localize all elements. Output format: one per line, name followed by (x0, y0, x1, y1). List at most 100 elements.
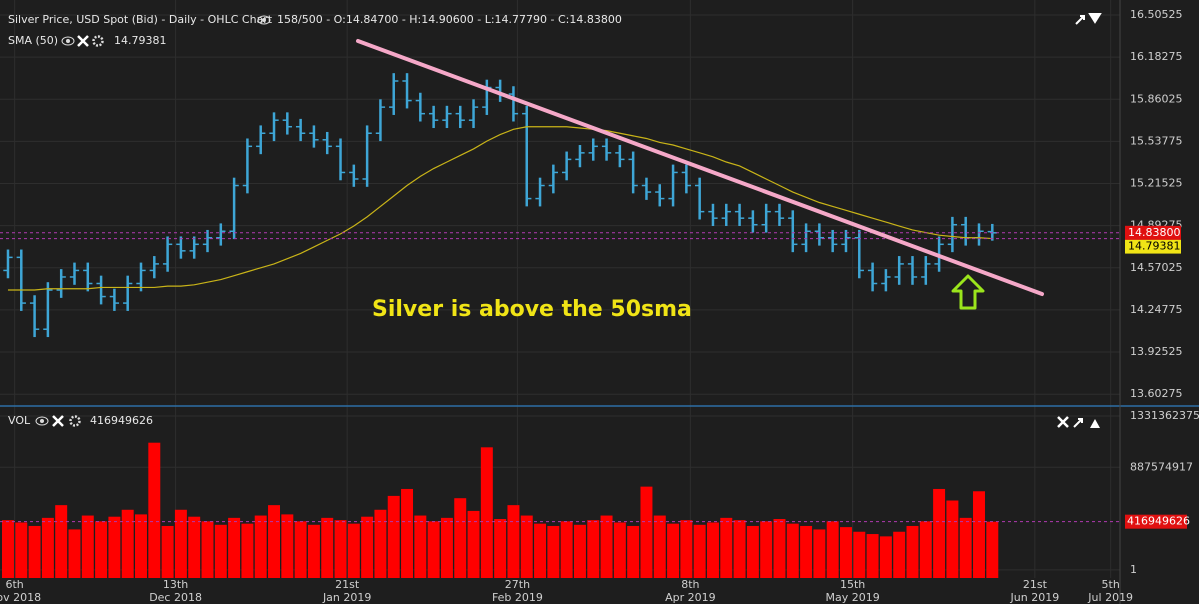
x-tick-label: 21st (1023, 578, 1048, 591)
y-tick-label: 887574917 (1130, 460, 1193, 473)
marks (0, 73, 1120, 578)
volume-bar (68, 529, 81, 578)
volume-bar (440, 517, 453, 578)
x-tick-sublabel: Jul 2019 (1087, 591, 1133, 604)
volume-bar (853, 531, 866, 578)
volume-controls[interactable] (1057, 416, 1100, 428)
volume-bar (427, 521, 440, 578)
volume-bar (387, 495, 400, 578)
indicator-icons[interactable] (61, 35, 104, 47)
volume-bar (746, 525, 759, 578)
volume-bar (374, 509, 387, 578)
x-tick-sublabel: May 2019 (826, 591, 880, 604)
x-tick-label: 8th (681, 578, 699, 591)
volume-bar (840, 527, 852, 578)
volume-bar (135, 514, 147, 578)
y-tick-label: 14.57025 (1130, 261, 1183, 274)
volume-bar (600, 515, 613, 578)
trend-line (356, 39, 1044, 296)
volume-bar (214, 524, 227, 578)
y-tick-label: 16.50525 (1130, 8, 1183, 21)
x-tick-label: 21st (335, 578, 360, 591)
indicator-name: SMA (50) (8, 34, 58, 47)
volume-bar (613, 522, 626, 578)
volume-bar (334, 520, 347, 578)
x-tick-label: 15th (840, 578, 865, 591)
indicator-value: 14.79381 (114, 34, 167, 47)
volume-name: VOL (8, 414, 31, 427)
volume-bar (108, 516, 121, 578)
volume-bar (720, 517, 733, 578)
volume-bar (653, 515, 666, 578)
x-tick-label: 13th (163, 578, 188, 591)
x-tick-sublabel: Nov 2018 (0, 591, 41, 604)
volume-bar (241, 523, 254, 578)
volume-bar (800, 525, 813, 578)
volume-bar (640, 486, 653, 578)
volume-bar (174, 509, 187, 578)
volume-bar (627, 525, 640, 578)
volume-bar (201, 521, 214, 578)
volume-bar (773, 519, 786, 578)
grid (0, 0, 1120, 578)
volume-bar (693, 524, 706, 578)
volume-bar (547, 525, 560, 578)
volume-value: 416949626 (90, 414, 153, 427)
volume-bar (321, 517, 334, 578)
annotation: Silver is above the 50sma (372, 297, 692, 322)
y-tick-label: 15.86025 (1130, 92, 1183, 105)
x-tick-sublabel: Jan 2019 (322, 591, 371, 604)
volume-bar (560, 521, 573, 578)
volume-tag (1125, 514, 1187, 529)
volume-bar (667, 523, 680, 578)
volume-bar (361, 516, 374, 578)
volume-bar (986, 521, 999, 578)
volume-bar (268, 505, 280, 578)
volume-bar (480, 447, 493, 578)
volume-bar (148, 442, 161, 578)
volume-bar (507, 505, 520, 578)
eye-icon[interactable] (257, 15, 271, 25)
volume-bar (587, 520, 600, 578)
volume-bar (55, 505, 68, 578)
x-tick-sublabel: Dec 2018 (149, 591, 202, 604)
volume-bar (973, 491, 985, 578)
y-tick-label: 1 (1130, 563, 1137, 576)
sma-tag-label: 14.79381 (1128, 240, 1181, 253)
volume-bar (534, 523, 547, 578)
volume-bar (906, 525, 919, 578)
volume-bar (228, 517, 241, 578)
volume-bar (866, 534, 879, 578)
x-tick-label: 6th (5, 578, 23, 591)
volume-bar (95, 521, 108, 578)
arrow (951, 274, 985, 310)
chart-title: Silver Price, USD Spot (Bid) - Daily - O… (8, 13, 273, 26)
x-tick-label: 27th (505, 578, 530, 591)
volume-icons[interactable] (35, 415, 81, 427)
volume-bar (294, 521, 307, 578)
volume-bar (41, 517, 54, 578)
volume-bar (573, 524, 586, 578)
y-tick-label: 14.24775 (1130, 303, 1183, 316)
price-tag-label: 14.83800 (1128, 226, 1181, 239)
volume-bar (826, 521, 839, 578)
y-tick-label: 15.21525 (1130, 177, 1183, 190)
x-tick-sublabel: Jun 2019 (1010, 591, 1060, 604)
volume-bar (188, 516, 201, 578)
volume-bar (946, 500, 959, 578)
ohlc-info: 158/500 - O:14.84700 - H:14.90600 - L:14… (277, 13, 622, 26)
volume-bar (813, 529, 826, 578)
volume-bar (680, 520, 693, 578)
price-tag (1125, 225, 1181, 240)
panel-controls[interactable] (1075, 13, 1102, 25)
y-tick-label: 16.18275 (1130, 50, 1183, 63)
volume-bar (879, 536, 892, 578)
sma-tag (1125, 239, 1181, 254)
volume-bar (1, 520, 14, 578)
volume-bar (347, 523, 360, 578)
volume-bar (454, 498, 467, 578)
volume-bar (15, 522, 28, 578)
volume-bar (893, 531, 906, 578)
volume-bar (520, 515, 533, 578)
